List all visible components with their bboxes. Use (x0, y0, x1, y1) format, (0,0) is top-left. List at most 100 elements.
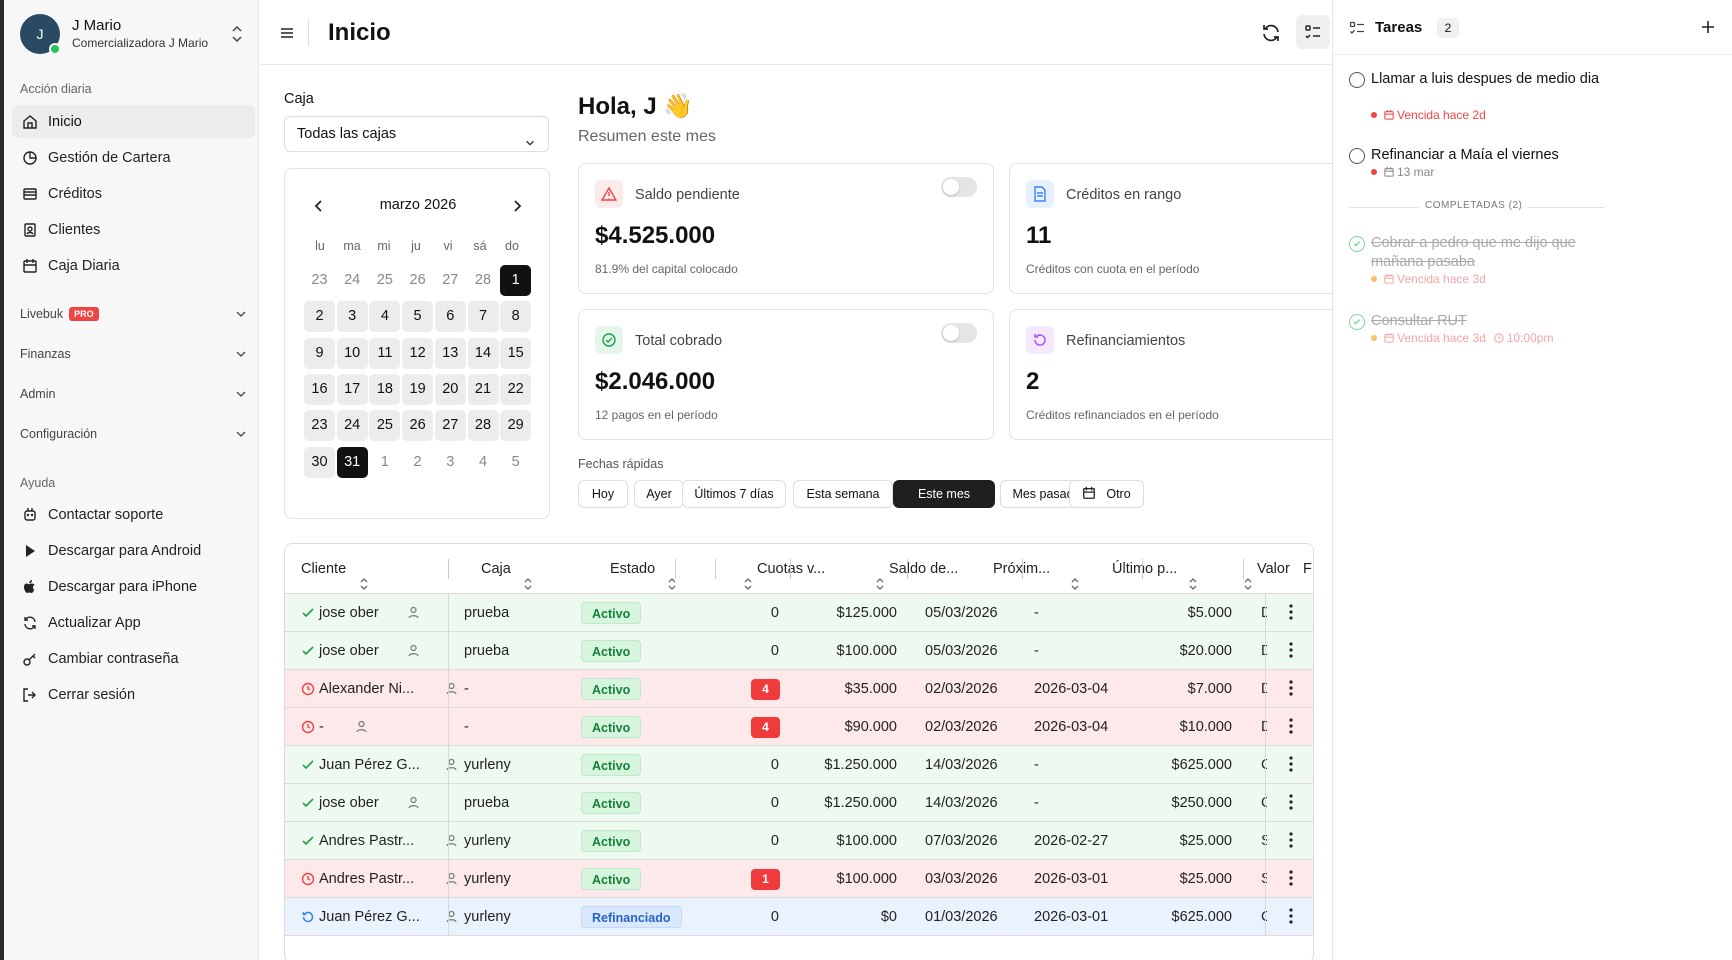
sidebar-item-inicio[interactable]: Inicio (12, 105, 255, 138)
column-header-1[interactable]: Caja (481, 544, 581, 594)
sidebar-item-caja-diaria[interactable]: Caja Diaria (12, 249, 255, 282)
column-header-0[interactable]: Cliente (301, 544, 451, 594)
calendar-day[interactable]: 13 (434, 337, 466, 369)
quick-date--ltimos-7-d-as[interactable]: Últimos 7 días (682, 480, 786, 508)
quick-date-esta-semana[interactable]: Esta semana (793, 480, 893, 508)
help-item-descargar-para-android[interactable]: Descargar para Android (12, 534, 255, 567)
table-row[interactable]: jose ober prueba Activo 0 $1.250.000 14/03/20… (285, 784, 1313, 822)
table-row[interactable]: jose ober prueba Activo 0 $100.000 05/03/2026… (285, 632, 1313, 670)
calendar-day[interactable]: 24 (336, 410, 368, 442)
calendar-day[interactable]: 3 (336, 301, 368, 333)
more-vertical-icon[interactable] (1289, 794, 1293, 810)
calendar-day[interactable]: 19 (402, 373, 434, 405)
task-checkbox[interactable] (1349, 148, 1365, 164)
quick-date-hoy[interactable]: Hoy (578, 480, 628, 508)
tasks-panel-toggle[interactable] (1296, 15, 1330, 49)
sidebar-group-livebuk[interactable]: Livebuk PRO (20, 302, 248, 326)
cell-cliente[interactable]: jose ober (319, 605, 379, 621)
sidebar-item-clientes[interactable]: Clientes (12, 213, 255, 246)
refresh-icon[interactable] (1260, 22, 1282, 44)
calendar-day[interactable]: 22 (500, 373, 532, 405)
column-header-5[interactable]: Próxim... (993, 544, 1079, 594)
calendar-day[interactable]: 15 (500, 337, 532, 369)
calendar-day[interactable]: 6 (434, 301, 466, 333)
more-vertical-icon[interactable] (1289, 604, 1293, 620)
calendar-day[interactable]: 28 (474, 272, 492, 288)
calendar-day[interactable]: 28 (467, 410, 499, 442)
calendar-day[interactable]: 27 (434, 410, 466, 442)
calendar-day[interactable]: 8 (500, 301, 532, 333)
calendar-day[interactable]: 26 (409, 272, 426, 288)
account-switcher[interactable]: J J Mario Comercializadora J Mario (20, 14, 250, 55)
chevron-left-icon[interactable] (313, 199, 325, 213)
quick-date-otro[interactable]: Otro (1069, 480, 1144, 508)
calendar-day[interactable]: 1 (500, 265, 532, 296)
help-item-cerrar-sesi-n[interactable]: Cerrar sesión (12, 678, 255, 711)
chevrons-up-down-icon[interactable] (230, 24, 244, 44)
calendar-day[interactable]: 21 (467, 373, 499, 405)
calendar-day[interactable]: 10 (336, 337, 368, 369)
cell-cliente[interactable]: jose ober (319, 643, 379, 659)
more-vertical-icon[interactable] (1289, 870, 1293, 886)
table-row[interactable]: Andres Pastr... yurleny Activo 0 $100.000 07/… (285, 822, 1313, 860)
sidebar-group-finanzas[interactable]: Finanzas (20, 342, 248, 366)
calendar-day[interactable]: 5 (511, 453, 520, 470)
sidebar-group-admin[interactable]: Admin (20, 382, 248, 406)
column-header-4[interactable]: Saldo de... (875, 544, 971, 594)
table-row[interactable]: Alexander Ni... - Activo 4 $35.000 02/03/2026… (285, 670, 1313, 708)
column-header-8[interactable]: F (1303, 544, 1313, 594)
cell-cliente[interactable]: jose ober (319, 795, 379, 811)
more-vertical-icon[interactable] (1289, 680, 1293, 696)
more-vertical-icon[interactable] (1289, 756, 1293, 772)
table-row[interactable]: Juan Pérez G... yurleny Refinanciado 0 $0 01/… (285, 898, 1313, 936)
help-item-contactar-soporte[interactable]: Contactar soporte (12, 498, 255, 531)
calendar-day[interactable]: 7 (467, 301, 499, 333)
table-row[interactable]: jose ober prueba Activo 0 $125.000 05/03/2026… (285, 594, 1313, 632)
calendar-day[interactable]: 4 (478, 453, 488, 470)
help-item-cambiar-contrase-a[interactable]: Cambiar contraseña (12, 642, 255, 675)
calendar-day[interactable]: 24 (344, 272, 361, 288)
more-vertical-icon[interactable] (1289, 642, 1293, 658)
sidebar-group-configuraci-n[interactable]: Configuración (20, 422, 248, 446)
quick-date-este-mes[interactable]: Este mes (893, 480, 995, 508)
column-header-6[interactable]: Último p... (1112, 544, 1202, 594)
calendar-day[interactable]: 1 (380, 453, 389, 470)
column-header-2[interactable]: Estado (610, 544, 710, 594)
calendar-day[interactable]: 23 (311, 272, 328, 288)
calendar-day[interactable]: 3 (446, 453, 455, 470)
more-vertical-icon[interactable] (1289, 718, 1293, 734)
cell-cliente[interactable]: Juan Pérez G... (319, 909, 420, 925)
calendar-day[interactable]: 2 (304, 301, 335, 333)
stat-toggle[interactable] (941, 323, 977, 343)
calendar-day[interactable]: 17 (336, 373, 368, 405)
help-item-descargar-para-iphone[interactable]: Descargar para iPhone (12, 570, 255, 603)
calendar-day[interactable]: 29 (500, 410, 532, 442)
calendar-day[interactable]: 9 (304, 337, 335, 369)
calendar-day[interactable]: 30 (304, 446, 335, 478)
calendar-day[interactable]: 4 (369, 301, 401, 333)
sidebar-item-gesti-n-de-cartera[interactable]: Gestión de Cartera (12, 141, 255, 174)
calendar-day[interactable]: 25 (369, 410, 401, 442)
calendar-day[interactable]: 14 (467, 337, 499, 369)
stat-toggle[interactable] (941, 177, 977, 197)
calendar-day[interactable]: 26 (402, 410, 434, 442)
calendar-day[interactable]: 16 (304, 373, 335, 405)
caja-select[interactable]: Todas las cajas (284, 116, 549, 152)
task-checkbox[interactable] (1349, 72, 1365, 88)
calendar-day[interactable]: 18 (369, 373, 401, 405)
cell-cliente[interactable]: Juan Pérez G... (319, 757, 420, 773)
calendar-day[interactable]: 23 (304, 410, 335, 442)
sidebar-item-cr-ditos[interactable]: Créditos (12, 177, 255, 210)
calendar-day[interactable]: 2 (413, 453, 422, 470)
more-vertical-icon[interactable] (1289, 908, 1293, 924)
more-vertical-icon[interactable] (1289, 832, 1293, 848)
plus-icon[interactable] (1700, 19, 1716, 35)
table-row[interactable]: - - Activo 4 $90.000 02/03/2026 2026-03-04 $10.… (285, 708, 1313, 746)
calendar-day[interactable]: 12 (402, 337, 434, 369)
calendar-day[interactable]: 5 (402, 301, 434, 333)
calendar-day[interactable]: 25 (376, 272, 393, 288)
chevron-right-icon[interactable] (511, 199, 523, 213)
sidebar-toggle-icon[interactable] (278, 24, 296, 42)
check-circle-icon[interactable] (1349, 236, 1365, 252)
table-row[interactable]: Juan Pérez G... yurleny Activo 0 $1.250.000 1… (285, 746, 1313, 784)
